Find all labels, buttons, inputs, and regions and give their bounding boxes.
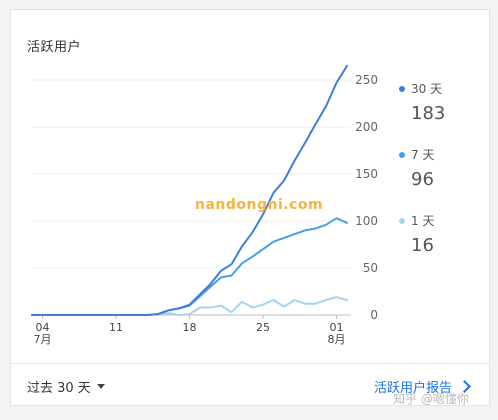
x-tick-label: 04: [36, 321, 50, 334]
x-tick-label: 01: [330, 321, 344, 334]
active-users-card: 活跃用户 0 50 100 150 200 250 04 7月 11 18 25 01 8月 nando…: [10, 9, 490, 406]
report-link-label: 活跃用户报告: [373, 381, 452, 396]
caret-down-icon: [96, 384, 105, 389]
y-tick-label: 250: [355, 73, 378, 87]
active-users-report-link[interactable]: 活跃用户报告: [373, 377, 471, 396]
x-tick-label: 11: [109, 321, 123, 334]
y-tick-label: 150: [355, 167, 378, 181]
series-line-30d: [31, 64, 348, 316]
legend-item-1-day: 1 天 16: [399, 212, 489, 256]
x-tick-month-label: 7月: [34, 333, 52, 346]
watermark-text: nandongni.com: [195, 197, 324, 213]
x-tick-month-label: 8月: [328, 333, 346, 346]
legend-item-30-days: 30 天 183: [399, 80, 489, 124]
legend-dot-1-day: [399, 217, 405, 224]
legend-value-1-day: 16: [411, 235, 434, 256]
legend-dot-30-days: [399, 85, 405, 92]
legend-dot-7-days: [399, 151, 405, 158]
legend-item-7-days: 7 天 96: [399, 146, 489, 190]
x-tick-label: 18: [183, 321, 197, 334]
period-dropdown[interactable]: 过去 30 天: [27, 377, 105, 396]
brand-watermark: 知乎 @嗯懂你: [393, 392, 469, 406]
x-tick-label: 25: [256, 321, 270, 334]
series-line-7d: [31, 217, 348, 316]
y-tick-label: 50: [363, 261, 378, 275]
legend-label-1-day: 1 天: [411, 214, 435, 228]
period-dropdown-label: 过去 30 天: [27, 381, 91, 396]
legend-value-30-days: 183: [411, 103, 446, 124]
legend-label-7-days: 7 天: [411, 148, 435, 162]
y-tick-label: 200: [355, 120, 378, 134]
y-tick-label: 100: [355, 214, 378, 228]
card-title: 活跃用户: [27, 40, 82, 55]
legend-label-30-days: 30 天: [411, 82, 443, 96]
y-tick-label: 0: [370, 308, 378, 322]
footer-divider: [11, 363, 489, 364]
legend-value-7-days: 96: [411, 169, 434, 190]
